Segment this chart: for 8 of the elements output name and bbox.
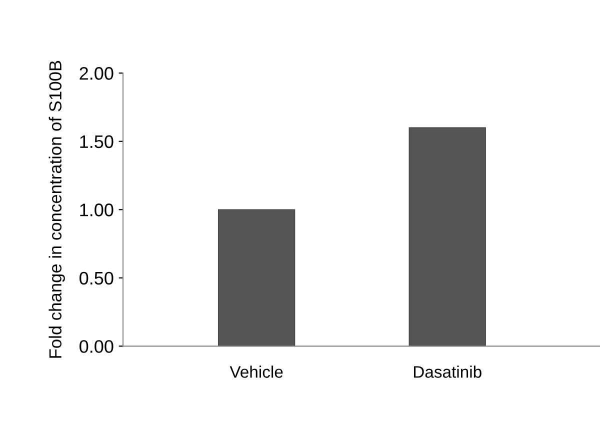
y-tick-label: 2.00: [80, 67, 114, 80]
y-tick-label: 0.50: [80, 272, 114, 285]
y-tick-label: 0.00: [80, 340, 114, 353]
y-tick-label: 1.50: [80, 135, 114, 148]
x-tick-label: Vehicle: [230, 366, 283, 378]
y-axis-title: Fold change in concentration of S100B: [48, 60, 65, 358]
x-tick-label: Dasatinib: [414, 366, 482, 378]
y-tick-label: 1.00: [80, 204, 114, 216]
